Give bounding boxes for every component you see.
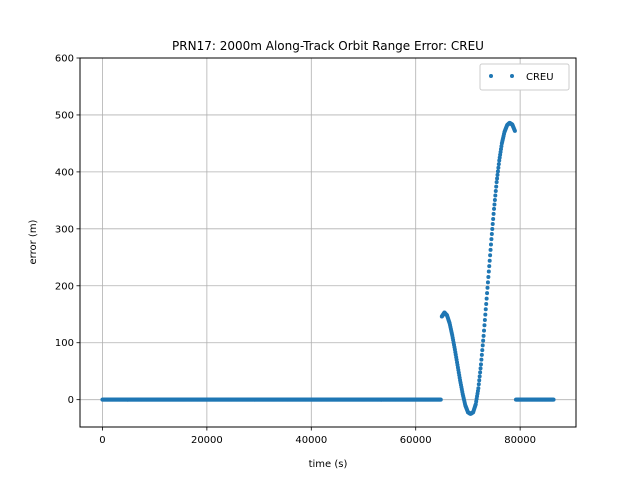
data-point	[487, 264, 492, 269]
data-point	[494, 180, 499, 185]
y-tick-label: 100	[55, 338, 74, 349]
data-point	[492, 206, 497, 211]
data-point	[478, 362, 483, 367]
data-point	[478, 370, 483, 375]
data-point	[480, 343, 485, 348]
data-point	[491, 216, 496, 221]
y-tick-label: 300	[55, 224, 74, 235]
data-point	[485, 291, 490, 296]
data-point	[493, 189, 498, 194]
data-point	[478, 366, 483, 371]
data-point	[488, 242, 493, 247]
data-point	[486, 269, 491, 274]
data-point	[484, 302, 489, 306]
data-point	[481, 338, 486, 343]
data-point	[483, 312, 488, 317]
data-point	[488, 253, 493, 258]
y-tick-label: 600	[55, 54, 74, 65]
x-tick-label: 0	[99, 435, 105, 446]
y-tick-label: 500	[55, 110, 74, 121]
y-tick-label: 400	[55, 167, 74, 178]
legend: CREU	[479, 63, 570, 91]
x-tick-label: 60000	[400, 435, 432, 446]
data-point	[476, 386, 481, 391]
y-tick-label: 200	[55, 281, 74, 292]
data-point	[488, 247, 493, 252]
data-point	[512, 128, 517, 133]
data-point	[491, 211, 496, 216]
x-tick-label: 20000	[191, 435, 223, 446]
legend-box	[479, 63, 570, 91]
legend-label-creu: CREU	[526, 72, 554, 83]
data-point	[482, 328, 487, 333]
data-point	[479, 352, 484, 357]
data-point	[485, 280, 490, 285]
data-point	[494, 184, 499, 189]
data-point	[496, 165, 501, 170]
data-point	[485, 285, 490, 290]
data-point	[489, 232, 494, 237]
legend-marker-creu	[489, 74, 493, 78]
data-point	[493, 193, 498, 198]
data-point	[490, 221, 495, 226]
legend-marker-creu	[510, 74, 514, 78]
data-layer	[100, 120, 556, 416]
y-axis-ticks: 0 100 200 300 400 500 600	[55, 54, 80, 406]
chart-title: PRN17: 2000m Along-Track Orbit Range Err…	[172, 39, 484, 53]
data-point	[476, 382, 481, 387]
data-point	[480, 348, 485, 353]
data-point	[477, 378, 482, 383]
x-tick-label: 80000	[504, 435, 536, 446]
data-point	[482, 323, 487, 328]
x-tick-label: 40000	[295, 435, 327, 446]
plot-frame	[79, 57, 577, 428]
x-axis-label: time (s)	[309, 459, 348, 470]
x-axis-ticks: 0 20000 40000 60000 80000	[99, 427, 536, 446]
data-point	[487, 258, 492, 263]
data-point	[490, 227, 495, 232]
data-point	[551, 397, 556, 402]
y-axis-label: error (m)	[28, 219, 39, 264]
data-point	[489, 237, 494, 242]
data-point	[482, 317, 487, 322]
data-point	[495, 172, 500, 177]
data-point	[481, 333, 486, 338]
data-point	[486, 274, 491, 279]
grid-layer	[80, 57, 576, 427]
data-point	[495, 169, 500, 174]
data-point	[495, 176, 500, 181]
data-point	[479, 357, 484, 362]
y-tick-label: 0	[68, 395, 74, 406]
data-point	[483, 307, 488, 312]
data-point	[492, 197, 497, 202]
data-point	[438, 397, 443, 402]
data-point	[484, 296, 489, 301]
data-point	[477, 374, 482, 379]
data-point	[496, 162, 501, 167]
data-point	[492, 202, 497, 207]
